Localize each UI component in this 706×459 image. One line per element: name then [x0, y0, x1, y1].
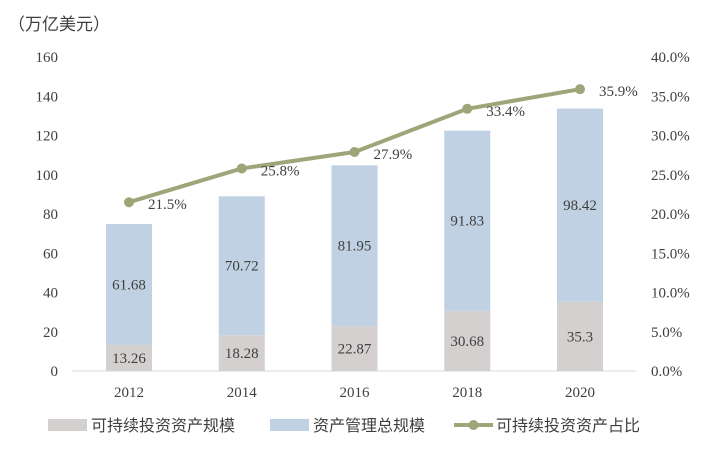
legend-marker-share [468, 420, 479, 430]
y-tick-label: 100 [36, 168, 59, 184]
x-tick-label: 2016 [340, 385, 371, 401]
unit-label: （万亿美元） [8, 15, 110, 35]
bar-total-aum [218, 196, 265, 336]
line-point [462, 103, 473, 114]
data-label-sustainable: 30.68 [450, 334, 484, 350]
line-point [575, 84, 585, 95]
bar-sustainable-assets [331, 326, 378, 371]
y-tick-label: 60 [43, 246, 58, 262]
bar-sustainable-assets [218, 335, 265, 371]
bar-total-aum [444, 130, 491, 311]
y2-tick-label: 10.0% [651, 286, 690, 302]
y-tick-label: 120 [36, 129, 59, 145]
y-tick-label: 160 [36, 50, 59, 66]
y2-tick-label: 25.0% [651, 168, 690, 184]
y2-tick-label: 20.0% [651, 207, 690, 223]
legend-swatch-total [270, 419, 309, 431]
data-label-share: 27.9% [374, 147, 413, 163]
data-label-share: 25.8% [261, 163, 300, 179]
line-point [349, 146, 360, 157]
legend-label-sustainable: 可持续投资资产规模 [91, 416, 235, 435]
line-point [124, 197, 134, 208]
data-label-sustainable: 13.26 [112, 351, 146, 367]
y2-tick-label: 15.0% [651, 246, 690, 262]
bar-total-aum [557, 108, 603, 302]
data-label-total: 61.68 [112, 277, 146, 293]
data-label-total: 91.83 [450, 214, 484, 230]
data-label-share: 35.9% [599, 84, 638, 100]
y2-tick-label: 35.0% [651, 89, 690, 105]
data-label-share: 33.4% [486, 104, 525, 120]
legend-label-total: 资产管理总规模 [313, 416, 425, 435]
bar-total-aum [331, 165, 378, 327]
x-tick-label: 2020 [565, 385, 595, 401]
y-tick-label: 20 [43, 325, 58, 341]
bar-sustainable-assets [444, 310, 491, 371]
bar-sustainable-assets [106, 344, 152, 371]
x-tick-label: 2014 [227, 385, 258, 401]
y2-tick-label: 0.0% [651, 364, 682, 380]
data-label-total: 98.42 [563, 198, 597, 214]
legend-swatch-sustainable [48, 419, 87, 431]
legend-label-share: 可持续投资资产占比 [496, 416, 640, 435]
y2-tick-label: 40.0% [651, 50, 690, 66]
y-tick-label: 40 [43, 286, 58, 302]
data-label-total: 81.95 [338, 239, 372, 255]
data-label-total: 70.72 [225, 259, 259, 275]
y-tick-label: 0 [51, 364, 59, 380]
bar-total-aum [106, 223, 152, 345]
bar-sustainable-assets [557, 301, 603, 371]
y-tick-label: 80 [43, 207, 58, 223]
data-label-sustainable: 35.3 [567, 329, 593, 345]
x-tick-label: 2012 [114, 385, 144, 401]
line-point [236, 163, 247, 174]
x-tick-label: 2018 [452, 385, 482, 401]
data-label-sustainable: 18.28 [225, 346, 259, 362]
data-label-share: 21.5% [148, 197, 187, 213]
data-label-sustainable: 22.87 [338, 342, 372, 358]
y2-tick-label: 5.0% [651, 325, 682, 341]
y-tick-label: 140 [36, 89, 59, 105]
y2-tick-label: 30.0% [651, 129, 690, 145]
